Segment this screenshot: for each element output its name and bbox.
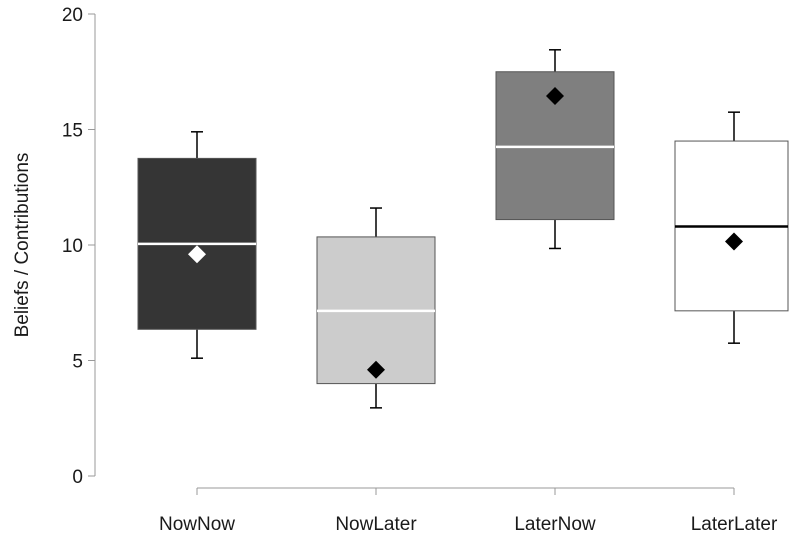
x-tick-label: LaterNow	[514, 514, 596, 535]
x-tick-label: NowNow	[159, 514, 235, 535]
boxes	[137, 49, 789, 409]
mean-marker	[188, 245, 206, 264]
y-tick-label: 10	[62, 236, 83, 257]
mean-marker	[546, 87, 564, 106]
mean-marker	[367, 360, 385, 379]
y-axis-title: Beliefs / Contributions	[12, 153, 33, 338]
box-LaterNow	[495, 49, 615, 250]
y-tick-label: 5	[72, 352, 83, 373]
x-tick-label: NowLater	[335, 514, 417, 535]
mean-marker	[725, 232, 743, 251]
y-tick-label: 0	[72, 467, 83, 488]
x-tick-label: LaterLater	[691, 514, 778, 535]
box-NowNow	[137, 131, 257, 359]
x-axis: NowNow NowLater LaterNow LaterLater	[159, 487, 778, 535]
box-NowLater	[316, 207, 436, 409]
y-tick-label: 15	[62, 121, 83, 142]
box-LaterLater	[674, 111, 789, 344]
y-tick-label: 20	[62, 5, 83, 26]
y-axis: 0 5 10 15 20	[62, 5, 96, 488]
